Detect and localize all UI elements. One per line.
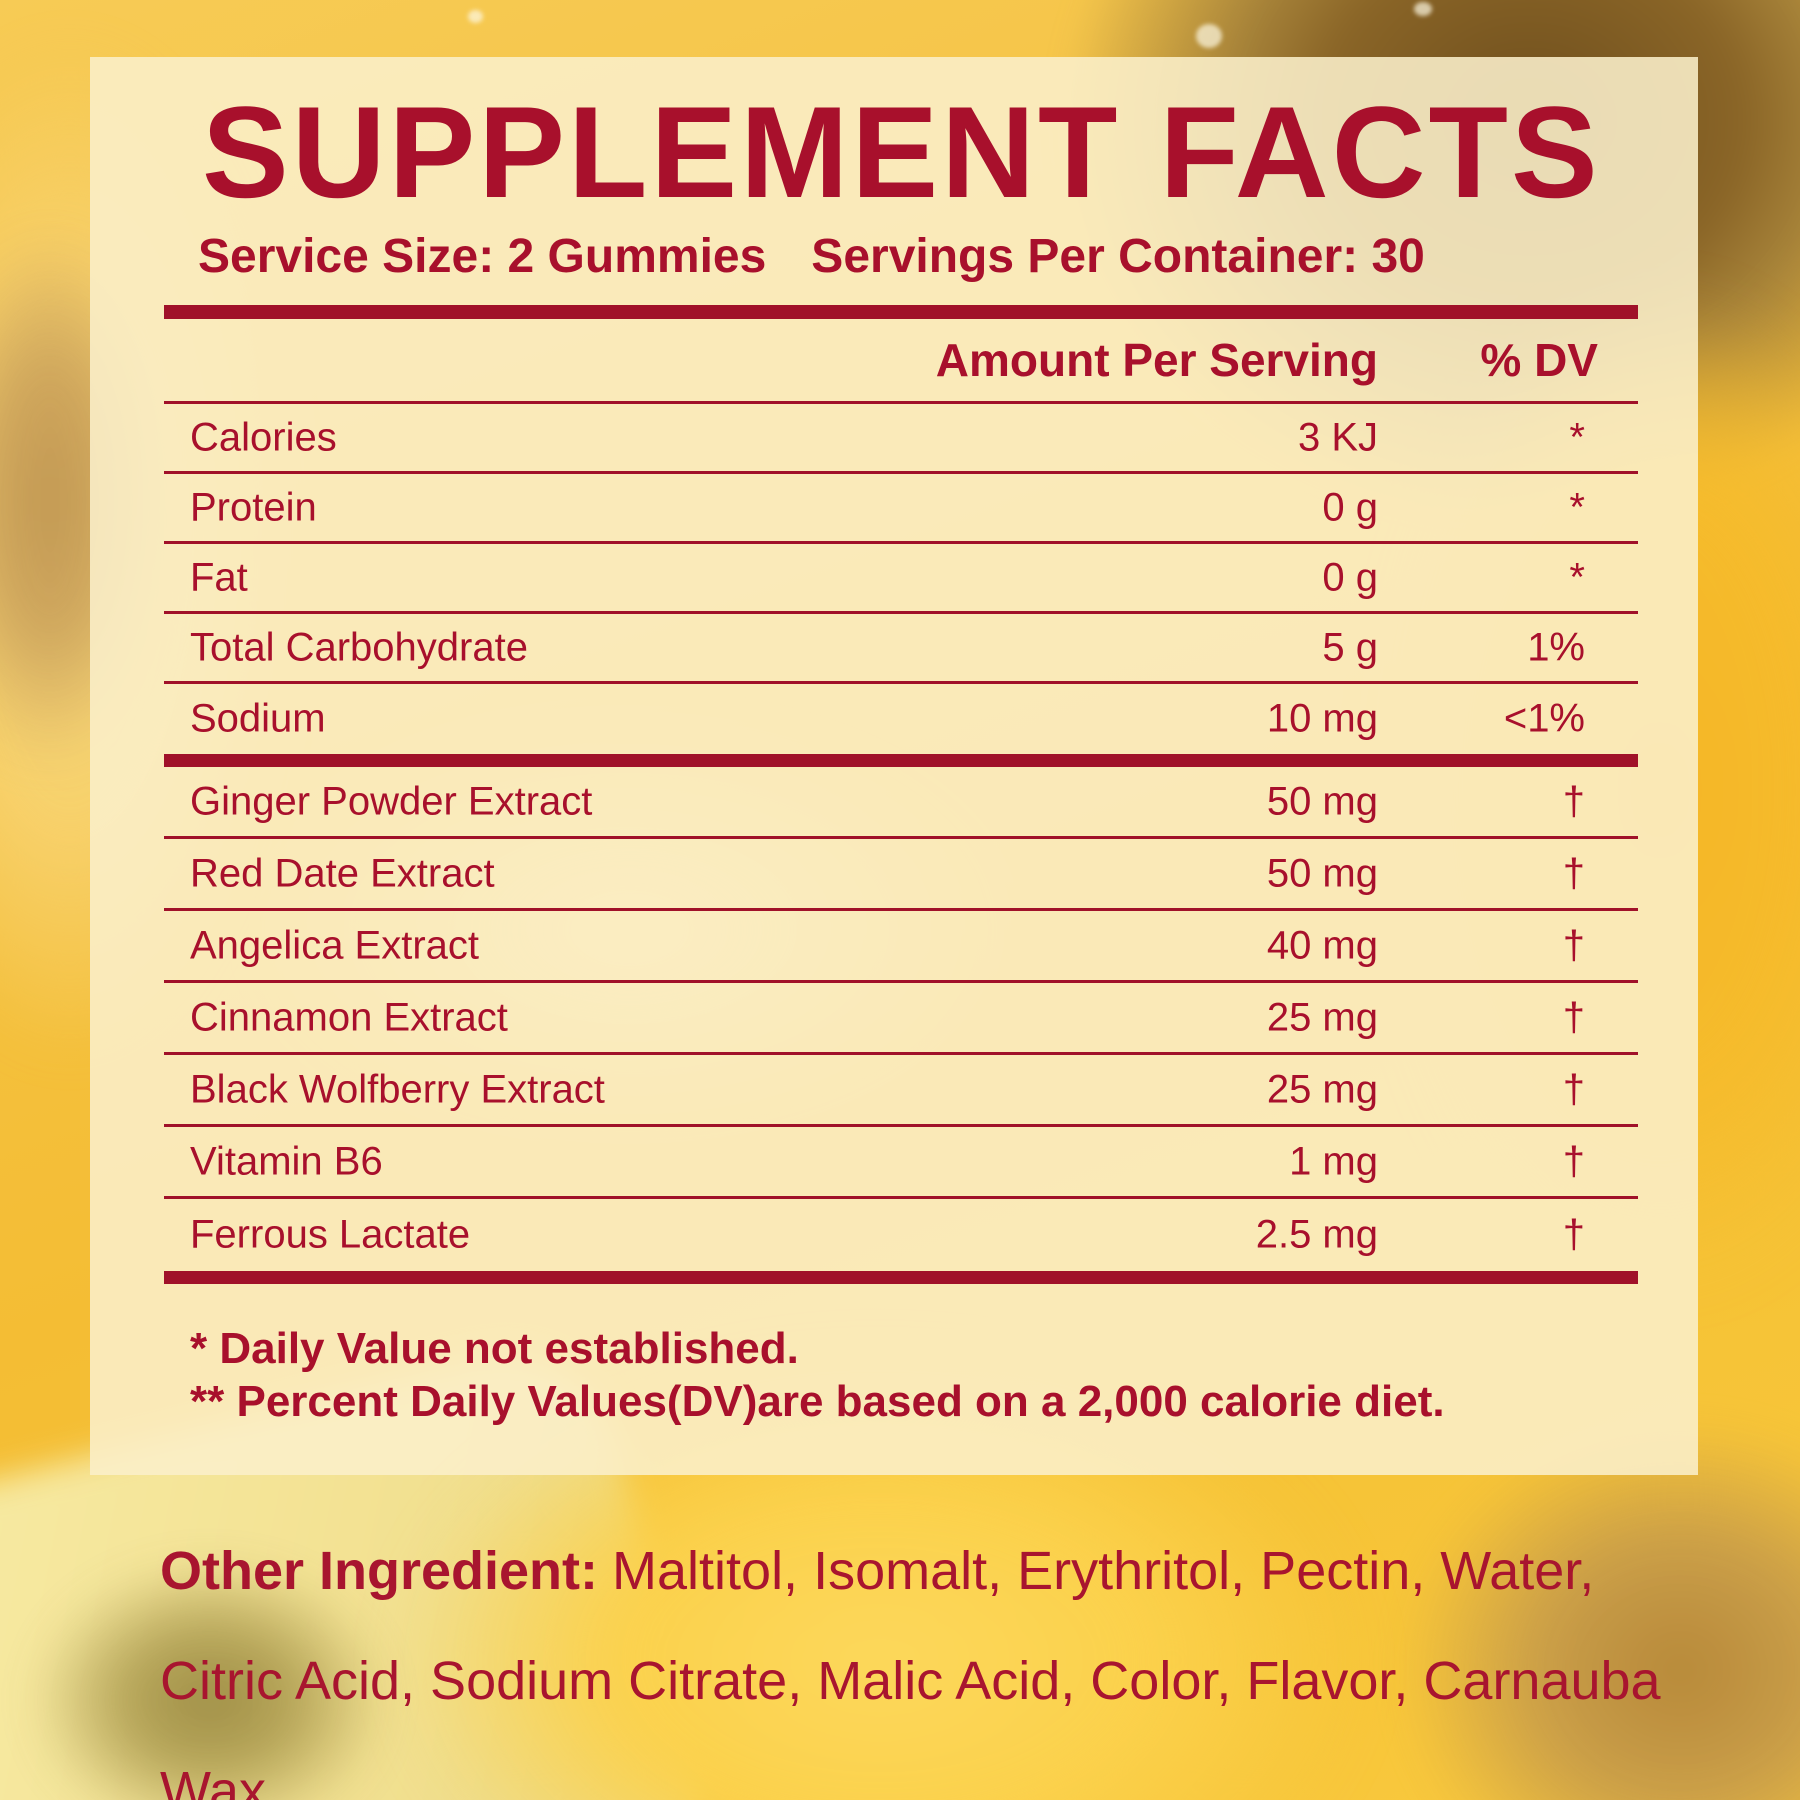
row-dv: † [1562, 1067, 1585, 1111]
row-name: Total Carbohydrate [190, 625, 528, 669]
row-amount: 0 g [1322, 555, 1378, 599]
row-dv: † [1562, 1139, 1585, 1183]
row-dv: * [1569, 485, 1585, 529]
table-row: Protein 0 g * [164, 474, 1638, 544]
table-row: Black Wolfberry Extract 25 mg † [164, 1055, 1638, 1127]
column-header-amount: Amount Per Serving [935, 334, 1378, 386]
row-name: Fat [190, 555, 248, 599]
row-name: Vitamin B6 [190, 1139, 383, 1183]
table-row: Ferrous Lactate 2.5 mg † [164, 1199, 1638, 1271]
servings-per-container-text: Servings Per Container: 30 [811, 230, 1425, 283]
row-amount: 25 mg [1266, 995, 1378, 1039]
nutrient-rows: Calories 3 KJ * Protein 0 g * Fat 0 g * Total Car… [164, 404, 1638, 754]
juice-droplet [1414, 2, 1432, 16]
other-ingredients: Other Ingredient: Maltitol, Isomalt, Eryt… [160, 1516, 1720, 1800]
juice-droplet [1196, 24, 1222, 48]
row-name: Protein [190, 485, 317, 529]
row-dv: * [1569, 415, 1585, 459]
juice-droplet [468, 10, 483, 23]
column-header-dv: % DV [1480, 334, 1598, 386]
serving-info: Service Size: 2 Gummies Servings Per Cont… [198, 229, 1698, 285]
row-dv: <1% [1503, 696, 1585, 741]
row-dv: † [1562, 1212, 1585, 1257]
table-row: Cinnamon Extract 25 mg † [164, 983, 1638, 1055]
row-amount: 3 KJ [1297, 415, 1378, 459]
row-dv: * [1569, 555, 1585, 599]
row-amount: 10 mg [1266, 696, 1378, 741]
row-amount: 50 mg [1266, 851, 1378, 895]
table-row: Fat 0 g * [164, 544, 1638, 614]
table-row: Red Date Extract 50 mg † [164, 839, 1638, 911]
other-ingredients-label: Other Ingredient: [160, 1541, 599, 1601]
footnotes: * Daily Value not established. ** Percen… [190, 1322, 1698, 1428]
divider-thick-bottom [164, 1271, 1638, 1284]
row-name: Calories [190, 415, 337, 459]
panel-title: SUPPLEMENT FACTS [202, 79, 1601, 225]
row-amount: 2.5 mg [1255, 1212, 1378, 1257]
row-dv: † [1562, 851, 1585, 895]
row-dv: 1% [1527, 625, 1585, 669]
botanical-rows: Ginger Powder Extract 50 mg † Red Date Extr… [164, 767, 1638, 1271]
row-amount: 0 g [1322, 485, 1378, 529]
row-amount: 1 mg [1289, 1139, 1378, 1183]
table-row: Sodium 10 mg <1% [164, 684, 1638, 754]
table-row: Calories 3 KJ * [164, 404, 1638, 474]
table-row: Angelica Extract 40 mg † [164, 911, 1638, 983]
row-dv: † [1562, 995, 1585, 1039]
facts-table-header: Amount Per Serving % DV [164, 319, 1638, 404]
row-name: Red Date Extract [190, 851, 495, 895]
row-amount: 40 mg [1266, 923, 1378, 967]
row-name: Cinnamon Extract [190, 995, 508, 1039]
footnote-percent-dv: ** Percent Daily Values(DV)are based on … [190, 1377, 1445, 1426]
divider-thick-top [164, 305, 1638, 319]
footnote-daily-value: * Daily Value not established. [190, 1324, 799, 1373]
row-amount: 5 g [1322, 625, 1378, 669]
row-name: Sodium [190, 696, 326, 741]
service-size-text: Service Size: 2 Gummies [198, 230, 767, 283]
row-dv: † [1562, 779, 1585, 823]
table-row: Total Carbohydrate 5 g 1% [164, 614, 1638, 684]
row-name: Angelica Extract [190, 923, 480, 967]
row-amount: 25 mg [1266, 1067, 1378, 1111]
divider-thick-middle [164, 754, 1638, 767]
row-dv: † [1562, 923, 1585, 967]
row-name: Black Wolfberry Extract [190, 1067, 605, 1111]
row-name: Ferrous Lactate [190, 1212, 471, 1257]
table-row: Ginger Powder Extract 50 mg † [164, 767, 1638, 839]
row-amount: 50 mg [1266, 779, 1378, 823]
row-name: Ginger Powder Extract [190, 779, 593, 823]
supplement-facts-panel: SUPPLEMENT FACTS Service Size: 2 Gummies… [90, 57, 1698, 1475]
table-row: Vitamin B6 1 mg † [164, 1127, 1638, 1199]
